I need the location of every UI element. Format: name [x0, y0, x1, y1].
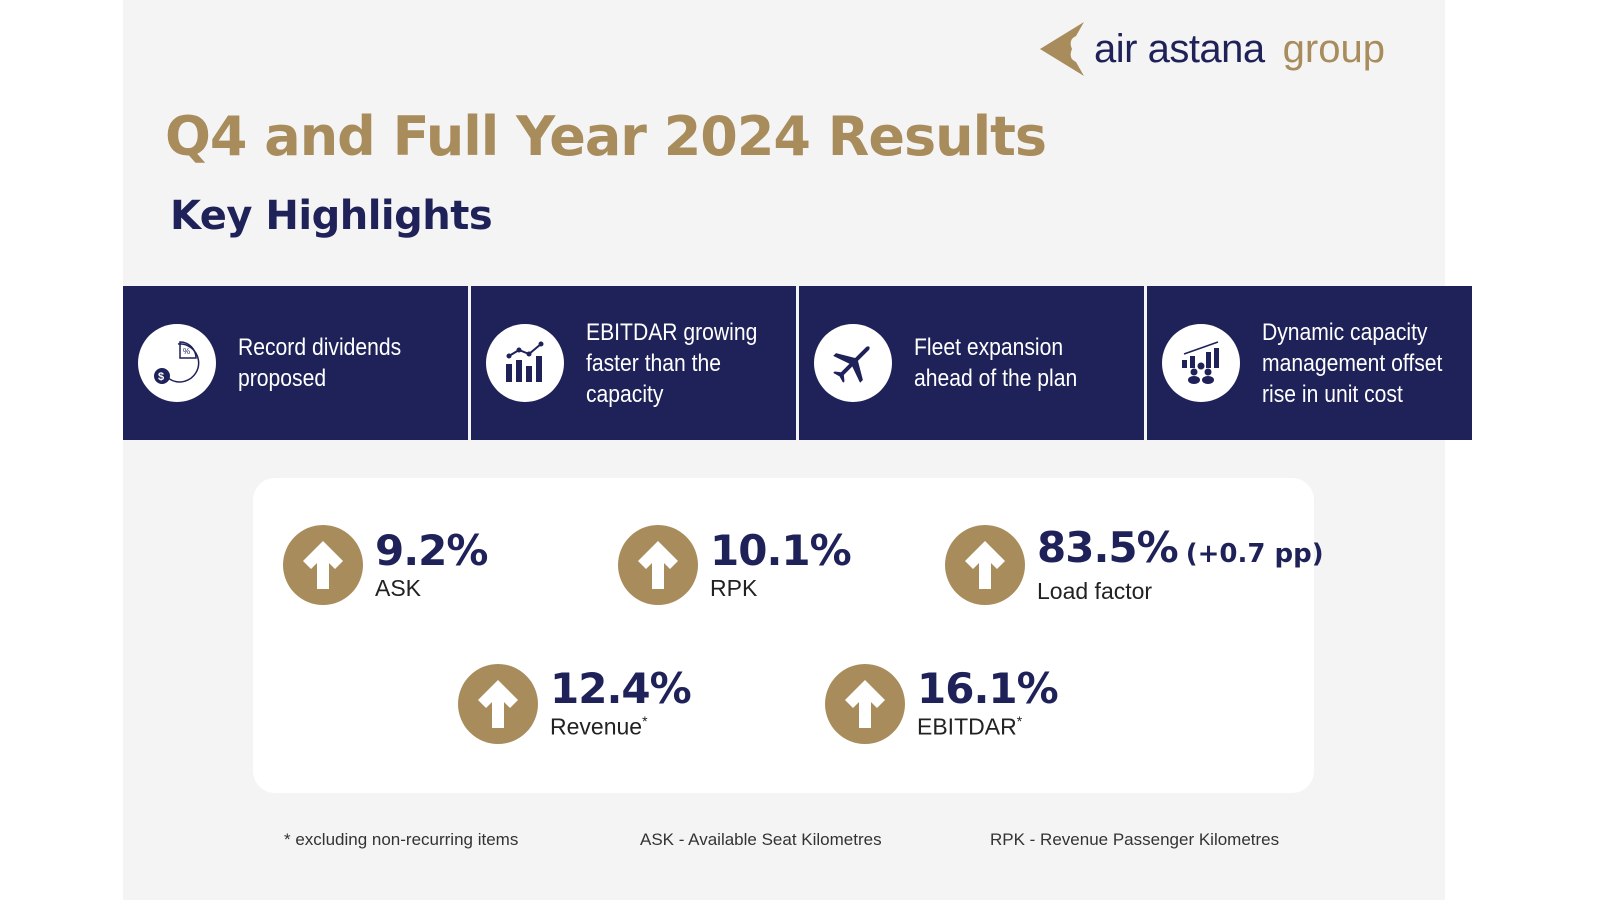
- arrow-up-icon: [458, 664, 538, 744]
- arrow-up-icon: [283, 525, 363, 605]
- kpi-label-text: Revenue: [550, 713, 643, 740]
- air-astana-logo: air astana group: [1040, 22, 1385, 76]
- kpi-revenue: 12.4% Revenue*: [458, 664, 692, 744]
- footnote-marker: *: [1016, 713, 1023, 730]
- capacity-people-chart-icon: [1162, 324, 1240, 402]
- airplane-icon: [814, 324, 892, 402]
- kpi-value: 12.4%: [550, 664, 692, 714]
- kpi-rpk: 10.1% RPK: [618, 525, 852, 605]
- highlight-fleet: Fleet expansion ahead of the plan: [799, 286, 1144, 440]
- page-title: Q4 and Full Year 2024 Results: [165, 105, 1047, 168]
- footnote-ask: ASK - Available Seat Kilometres: [640, 830, 882, 849]
- kpi-label: RPK: [710, 575, 851, 602]
- highlight-ebitdar: EBITDAR growing faster than the capacity: [471, 286, 796, 440]
- bar-chart-growth-icon: [486, 324, 564, 402]
- footnote-non-recurring: * excluding non-recurring items: [284, 830, 519, 849]
- page-subtitle: Key Highlights: [170, 193, 493, 239]
- kpi-label: Revenue*: [550, 713, 691, 741]
- arrow-up-icon: [945, 525, 1025, 605]
- kpi-label-text: EBITDAR: [917, 713, 1017, 740]
- footnote-rpk: RPK - Revenue Passenger Kilometres: [990, 830, 1280, 849]
- arrow-up-icon: [618, 525, 698, 605]
- kpi-label-text: Load factor: [1037, 577, 1153, 604]
- svg-text:%: %: [183, 347, 190, 356]
- kpi-value: 16.1%: [917, 664, 1059, 714]
- kpi-label: EBITDAR*: [917, 713, 1058, 741]
- kpi-extra: (+0.7 pp): [1185, 538, 1324, 569]
- footnote-marker: *: [642, 713, 648, 730]
- kpi-label-text: ASK: [375, 574, 422, 601]
- logo-text-secondary: group: [1282, 26, 1385, 71]
- kpi-label: ASK: [375, 575, 487, 602]
- kpi-ask: 9.2% ASK: [283, 525, 488, 605]
- kpi-ebitdar: 16.1% EBITDAR*: [825, 664, 1059, 744]
- highlights-banner: % $ Record dividends proposed EBITDAR gro…: [123, 286, 1472, 440]
- dividends-pie-dollar-icon: % $: [138, 324, 216, 402]
- svg-text:$: $: [158, 371, 164, 383]
- kpi-load-factor: 83.5% (+0.7 pp) Load factor: [945, 525, 1324, 605]
- kpi-label: Load factor: [1037, 578, 1324, 605]
- highlight-capacity: Dynamic capacity management offset rise …: [1147, 286, 1472, 440]
- highlight-text: EBITDAR growing faster than the capacity: [586, 318, 758, 408]
- logo-arrow-icon: [1040, 22, 1084, 76]
- logo-text-primary: air astana: [1094, 26, 1265, 71]
- kpi-value: 10.1%: [710, 525, 852, 575]
- highlight-text: Fleet expansion ahead of the plan: [914, 334, 1078, 392]
- kpi-label-text: RPK: [710, 574, 758, 601]
- kpi-value-text: 83.5%: [1037, 522, 1179, 572]
- kpi-value: 9.2%: [375, 525, 488, 575]
- highlight-text: Record dividends proposed: [238, 334, 402, 392]
- kpi-value: 83.5% (+0.7 pp): [1037, 522, 1324, 576]
- highlight-text: Dynamic capacity management offset rise …: [1262, 318, 1443, 408]
- highlight-dividends: % $ Record dividends proposed: [123, 286, 468, 440]
- kpi-card: [253, 478, 1314, 793]
- arrow-up-icon: [825, 664, 905, 744]
